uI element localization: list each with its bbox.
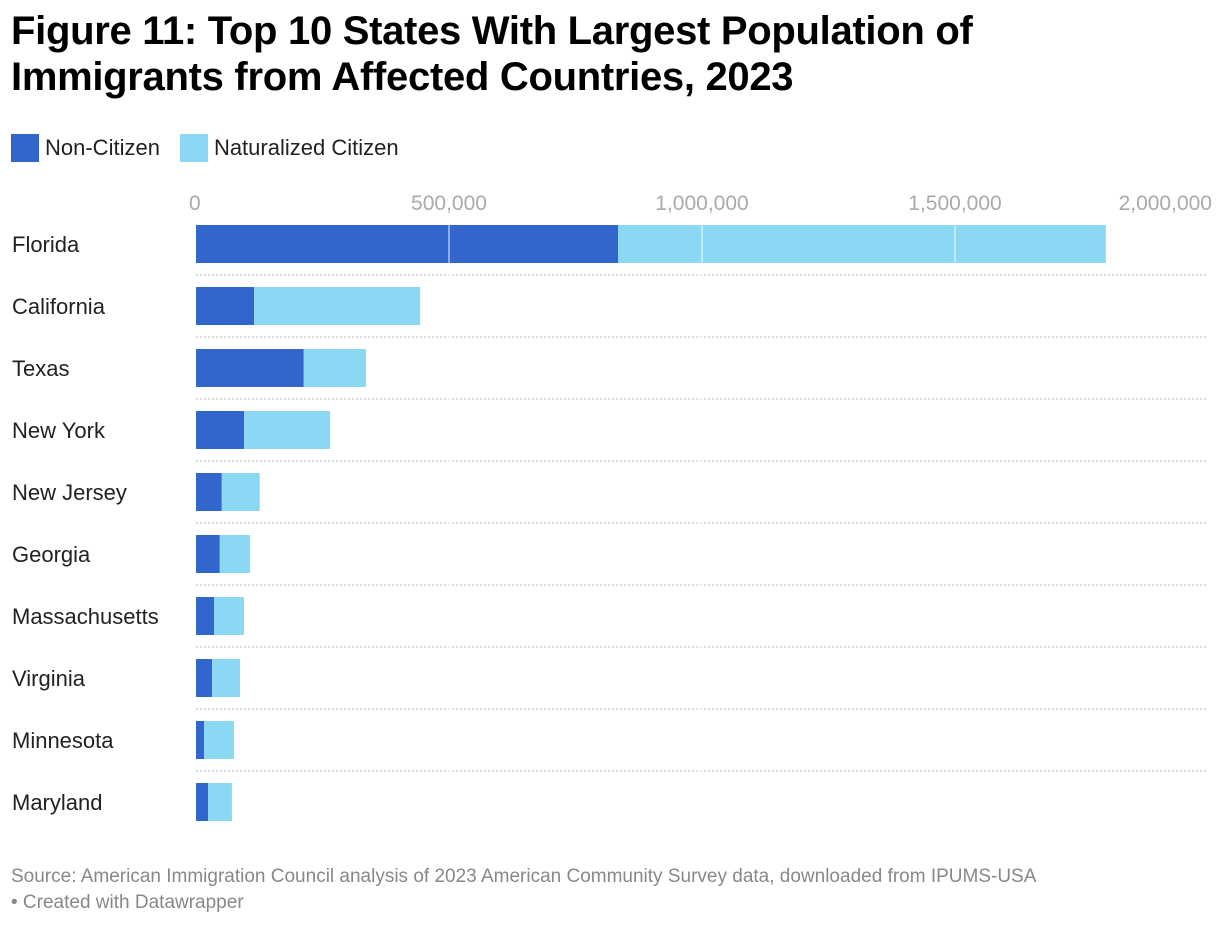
credit-text: • Created with Datawrapper [11, 892, 244, 913]
category-label: Texas [12, 356, 69, 381]
source-note: Source: American Immigration Council ana… [11, 864, 1211, 916]
category-label: Massachusetts [12, 604, 159, 629]
x-tick-label: 500,000 [411, 192, 487, 215]
bar-segment [196, 783, 209, 821]
bar-segment [196, 597, 215, 635]
bar-chart: 0 500,000 1,000,000 1,500,000 2,000,000 Flori… [12, 192, 1212, 840]
category-label: Florida [12, 232, 80, 257]
category-label: Virginia [12, 666, 86, 691]
bar-segment [212, 659, 241, 697]
x-tick-label: 1,000,000 [655, 192, 748, 215]
bar-segment [196, 473, 222, 511]
legend: Non-Citizen Naturalized Citizen [11, 134, 419, 162]
bar-segment [208, 783, 232, 821]
legend-item-naturalized: Naturalized Citizen [179, 134, 399, 162]
bar-segment [196, 287, 255, 325]
category-label: Georgia [12, 542, 91, 567]
bar-segment [244, 411, 331, 449]
bar-segment [618, 225, 1106, 263]
legend-item-non-citizen: Non-Citizen [11, 134, 160, 162]
bar-segment [196, 225, 619, 263]
bar-segment [204, 721, 234, 759]
category-label: New York [12, 418, 106, 443]
category-label: Maryland [12, 790, 102, 815]
bar-segment [219, 535, 251, 573]
legend-swatch [179, 134, 208, 162]
chart-title: Figure 11: Top 10 States With Largest Po… [11, 9, 973, 99]
category-label: California [12, 294, 106, 319]
bar-segment [254, 287, 421, 325]
bar-segment [196, 349, 304, 387]
legend-label: Naturalized Citizen [213, 135, 399, 160]
bar-segment [196, 721, 205, 759]
category-label: Minnesota [12, 728, 114, 753]
x-tick-label: 1,500,000 [908, 192, 1001, 215]
legend-label: Non-Citizen [45, 135, 160, 160]
source-text: Source: American Immigration Council ana… [11, 866, 1037, 887]
x-tick-label: 2,000,000 [1119, 192, 1212, 215]
bar-segment [196, 411, 245, 449]
bar-segment [196, 535, 220, 573]
x-tick-label: 0 [189, 192, 201, 215]
bar-segment [196, 659, 213, 697]
bar-segment [214, 597, 245, 635]
bar-segment [221, 473, 260, 511]
bar-segment [303, 349, 367, 387]
legend-swatch [11, 134, 39, 162]
category-label: New Jersey [12, 480, 127, 505]
